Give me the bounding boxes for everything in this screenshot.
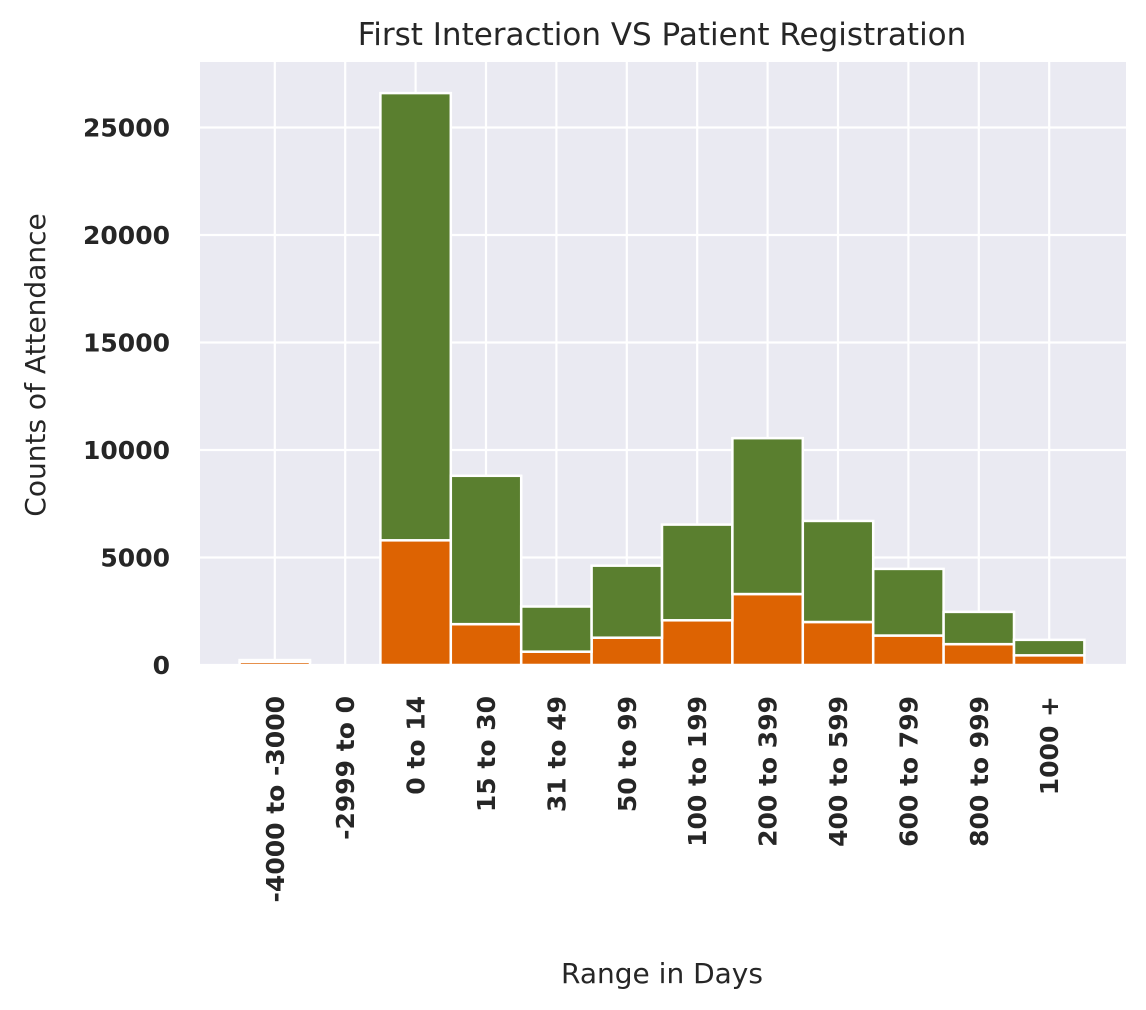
bar-series-2 [519, 605, 593, 653]
y-tick-label: 15000 [83, 329, 170, 358]
y-tick-label: 5000 [100, 544, 170, 573]
x-tick-label: -4000 to -3000 [261, 696, 290, 902]
bar-series-1 [590, 636, 664, 667]
x-tick-label: 50 to 99 [613, 696, 642, 812]
x-tick-label: 100 to 199 [683, 696, 712, 847]
x-tick-label: 15 to 30 [472, 696, 501, 812]
bar-series-2 [1012, 638, 1086, 657]
bar-series-2 [379, 91, 453, 542]
bar-series-2 [871, 567, 945, 637]
y-axis-label: Counts of Attendance [19, 213, 52, 516]
y-tick-label: 10000 [83, 436, 170, 465]
bar-series-1 [731, 592, 805, 667]
bar-series-2 [449, 474, 523, 626]
bar-series-1 [871, 634, 945, 667]
y-tick-labels: 0 5000 10000 15000 20000 25000 [83, 114, 170, 681]
bar-series-1 [801, 620, 875, 667]
bar-series-1 [660, 619, 734, 667]
x-tick-label: 600 to 799 [894, 696, 923, 847]
y-tick-label: 20000 [83, 221, 170, 250]
bar-series-1 [1012, 654, 1086, 667]
bar-series-2 [238, 658, 312, 664]
bar-series-1 [519, 650, 593, 667]
bar-series-1 [942, 642, 1016, 667]
x-axis-label: Range in Days [561, 957, 763, 990]
bar-series-2 [660, 523, 734, 622]
y-tick-label: 0 [153, 651, 170, 680]
bar-series-2 [731, 436, 805, 596]
bar-series-2 [590, 564, 664, 639]
bar-series-2 [801, 519, 875, 624]
x-tick-label: 31 to 49 [542, 696, 571, 812]
bar-series-1 [379, 539, 453, 667]
x-tick-labels: -4000 to -3000 -2999 to 0 0 to 14 15 to 30 3… [261, 696, 1064, 902]
x-tick-label: 800 to 999 [965, 696, 994, 847]
x-tick-label: 200 to 399 [754, 696, 783, 847]
bar-series-2 [942, 610, 1016, 646]
x-tick-label: 0 to 14 [402, 696, 431, 795]
bars [238, 91, 1086, 667]
chart-title: First Interaction VS Patient Registratio… [358, 17, 967, 53]
bar-series-1 [449, 622, 523, 667]
x-tick-label: 400 to 599 [824, 696, 853, 847]
y-tick-label: 25000 [83, 114, 170, 143]
x-tick-label: -2999 to 0 [331, 696, 360, 840]
x-tick-label: 1000 + [1035, 696, 1064, 795]
